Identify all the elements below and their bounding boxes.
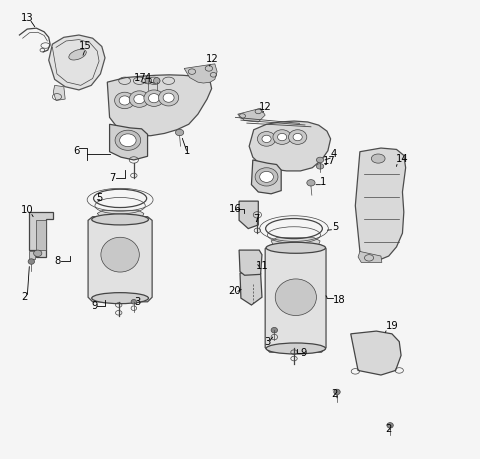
Ellipse shape xyxy=(262,135,271,143)
Polygon shape xyxy=(265,246,326,352)
Polygon shape xyxy=(29,252,35,259)
Polygon shape xyxy=(238,108,265,122)
Ellipse shape xyxy=(92,214,148,225)
Text: 1: 1 xyxy=(184,146,191,156)
Ellipse shape xyxy=(119,96,130,105)
Text: 6: 6 xyxy=(73,146,79,156)
Ellipse shape xyxy=(101,237,139,272)
Text: 18: 18 xyxy=(333,296,346,305)
Text: 3: 3 xyxy=(134,297,140,307)
Ellipse shape xyxy=(257,132,276,146)
Ellipse shape xyxy=(34,250,42,257)
Text: 2: 2 xyxy=(21,292,28,302)
Text: 1: 1 xyxy=(320,177,326,187)
Polygon shape xyxy=(358,252,382,263)
Polygon shape xyxy=(48,35,105,90)
Text: 2: 2 xyxy=(385,424,392,434)
Ellipse shape xyxy=(372,154,385,163)
Polygon shape xyxy=(53,85,65,101)
Text: 11: 11 xyxy=(256,261,269,271)
Polygon shape xyxy=(351,331,401,375)
Ellipse shape xyxy=(266,242,325,253)
Ellipse shape xyxy=(275,279,316,315)
Text: 14: 14 xyxy=(396,154,408,163)
Ellipse shape xyxy=(28,259,35,264)
Polygon shape xyxy=(252,160,281,194)
Text: 7: 7 xyxy=(109,173,116,183)
Text: 5: 5 xyxy=(96,193,102,203)
Polygon shape xyxy=(97,210,144,218)
Ellipse shape xyxy=(293,134,302,141)
Ellipse shape xyxy=(115,130,141,151)
Ellipse shape xyxy=(277,134,287,141)
Polygon shape xyxy=(239,201,258,229)
Polygon shape xyxy=(108,75,212,136)
Polygon shape xyxy=(29,212,53,257)
Text: 16: 16 xyxy=(228,204,241,214)
Ellipse shape xyxy=(69,50,86,60)
Text: 4: 4 xyxy=(331,149,337,159)
Text: 3: 3 xyxy=(264,336,270,347)
Text: 9: 9 xyxy=(91,302,97,311)
Ellipse shape xyxy=(145,78,152,84)
Ellipse shape xyxy=(158,90,179,106)
Text: 19: 19 xyxy=(385,320,398,330)
Polygon shape xyxy=(88,217,152,302)
Ellipse shape xyxy=(163,93,174,102)
Ellipse shape xyxy=(260,171,274,182)
Text: 12: 12 xyxy=(205,54,218,64)
Text: 20: 20 xyxy=(228,286,241,296)
Ellipse shape xyxy=(255,168,278,186)
Text: 17: 17 xyxy=(324,156,336,166)
Ellipse shape xyxy=(129,91,149,107)
Ellipse shape xyxy=(288,130,307,145)
Text: 4: 4 xyxy=(145,73,151,83)
Ellipse shape xyxy=(131,300,137,304)
Ellipse shape xyxy=(316,163,324,169)
Text: 10: 10 xyxy=(21,205,34,215)
Text: 7: 7 xyxy=(253,214,259,224)
Ellipse shape xyxy=(307,179,315,186)
Ellipse shape xyxy=(273,130,291,145)
Text: 5: 5 xyxy=(333,222,339,232)
Polygon shape xyxy=(355,148,406,259)
Text: 15: 15 xyxy=(79,40,92,50)
Polygon shape xyxy=(240,273,262,305)
Ellipse shape xyxy=(134,95,145,104)
Text: 17: 17 xyxy=(134,73,146,83)
Ellipse shape xyxy=(154,78,160,84)
Text: 9: 9 xyxy=(300,348,307,358)
Ellipse shape xyxy=(316,157,324,162)
Text: 12: 12 xyxy=(259,102,272,112)
Polygon shape xyxy=(36,220,46,250)
Ellipse shape xyxy=(176,129,184,136)
Polygon shape xyxy=(249,121,331,171)
Ellipse shape xyxy=(387,423,393,428)
Ellipse shape xyxy=(271,327,277,333)
Ellipse shape xyxy=(115,92,135,109)
Ellipse shape xyxy=(144,90,164,106)
Polygon shape xyxy=(184,64,217,83)
Ellipse shape xyxy=(334,389,340,395)
Polygon shape xyxy=(271,238,320,247)
Polygon shape xyxy=(109,124,147,160)
Ellipse shape xyxy=(92,293,148,304)
Text: 8: 8 xyxy=(55,256,61,266)
Polygon shape xyxy=(239,250,262,275)
Ellipse shape xyxy=(120,134,136,147)
Text: 13: 13 xyxy=(21,13,34,23)
Ellipse shape xyxy=(266,343,325,354)
Text: 2: 2 xyxy=(332,389,338,399)
Ellipse shape xyxy=(148,94,159,103)
